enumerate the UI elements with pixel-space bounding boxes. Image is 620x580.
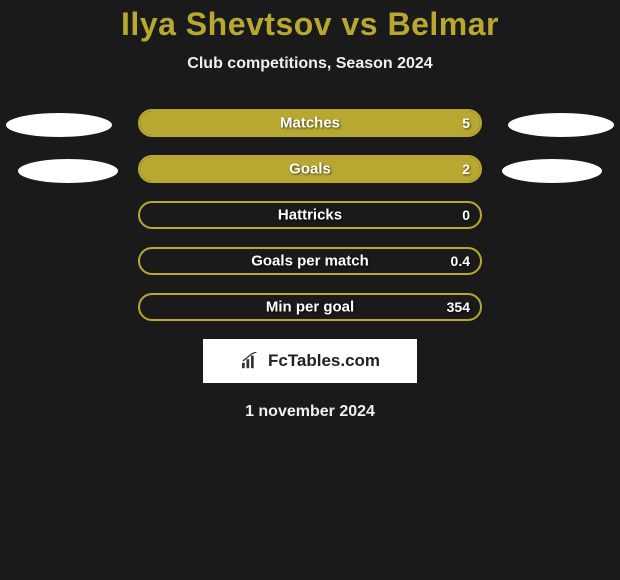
stat-bar-label: Matches — [280, 115, 340, 132]
stat-bar: Matches 5 — [138, 109, 482, 137]
player-left-marker-2 — [18, 159, 118, 183]
page-title: Ilya Shevtsov vs Belmar — [0, 6, 620, 43]
stat-bar: Hattricks 0 — [138, 201, 482, 229]
stat-bar-value: 0 — [462, 207, 470, 223]
stat-bar-label: Hattricks — [278, 207, 342, 224]
stat-bar-label: Goals per match — [251, 253, 369, 270]
stat-bar-label: Min per goal — [266, 299, 354, 316]
date-label: 1 november 2024 — [0, 403, 620, 421]
chart-icon — [240, 352, 262, 370]
root: Ilya Shevtsov vs Belmar Club competition… — [0, 0, 620, 421]
stat-bar-value: 0.4 — [451, 253, 470, 269]
stat-bar-value: 5 — [462, 115, 470, 131]
stat-bar: Goals 2 — [138, 155, 482, 183]
stat-bars: Matches 5 Goals 2 Hattricks 0 Goals per … — [138, 109, 482, 321]
stat-bar: Goals per match 0.4 — [138, 247, 482, 275]
brand-label: FcTables.com — [268, 351, 380, 371]
stats-area: Matches 5 Goals 2 Hattricks 0 Goals per … — [0, 109, 620, 321]
player-left-marker-1 — [6, 113, 112, 137]
player-right-marker-2 — [502, 159, 602, 183]
stat-bar-value: 354 — [447, 299, 470, 315]
stat-bar-label: Goals — [289, 161, 331, 178]
subtitle: Club competitions, Season 2024 — [0, 55, 620, 73]
stat-bar: Min per goal 354 — [138, 293, 482, 321]
stat-bar-value: 2 — [462, 161, 470, 177]
brand-box: FcTables.com — [203, 339, 417, 383]
player-right-marker-1 — [508, 113, 614, 137]
